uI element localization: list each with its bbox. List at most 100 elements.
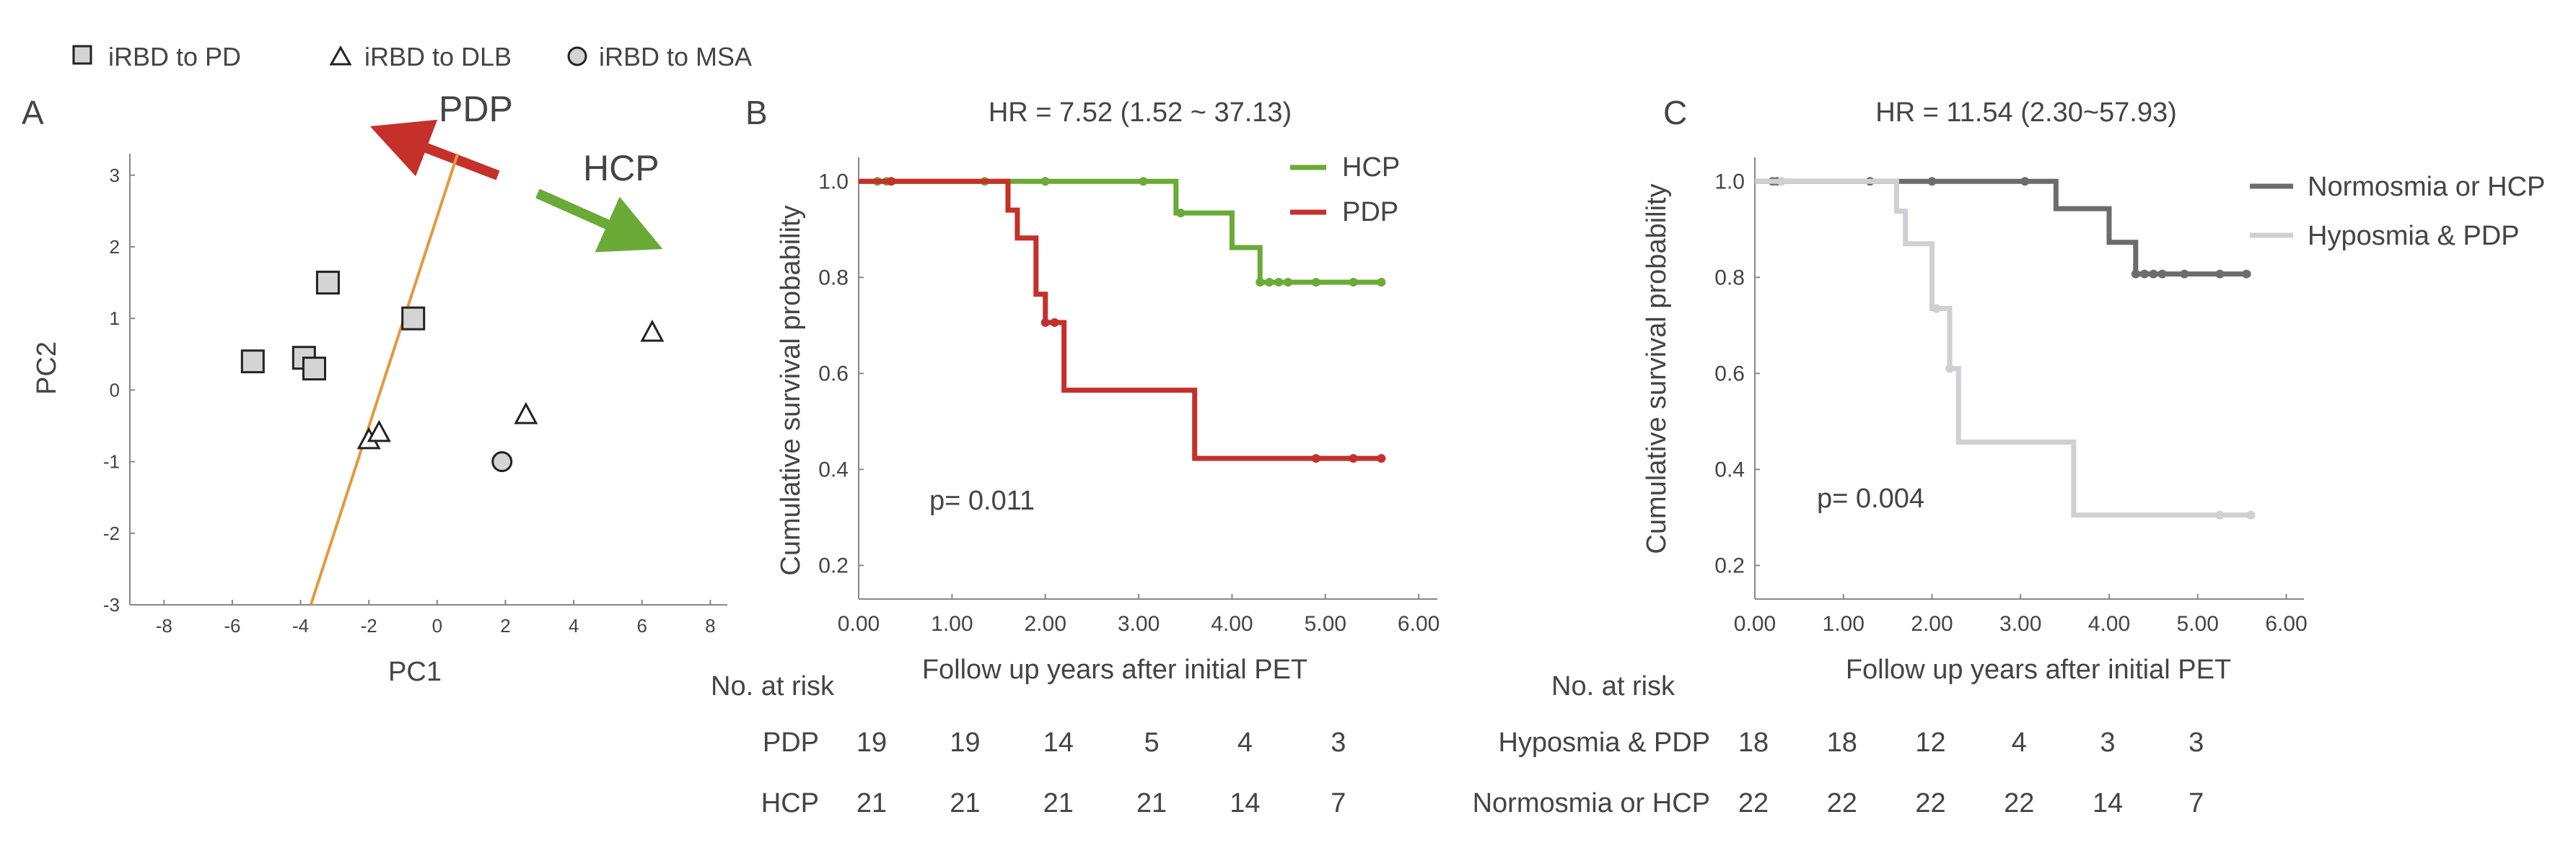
y-tick-label: 2 (110, 236, 120, 258)
dlb-triangle-point (367, 419, 391, 442)
panel-a-arrows: PDP HCP (369, 89, 663, 253)
censor-mark (1777, 177, 1786, 186)
panel-a-ylabel: PC2 (32, 341, 62, 395)
risk-count: 4 (2012, 728, 2027, 758)
pd-square-point (315, 271, 340, 295)
panel-c-pvalue: p= 0.004 (1817, 484, 1924, 514)
pd-square-point (401, 306, 426, 331)
y-tick-label: 0.4 (818, 458, 849, 481)
km-plot-b: 0.00 1.00 2.00 3.00 4.00 5.00 6.00 1.0 0.8 0.6 0.4… (818, 157, 1440, 636)
legend-label-dlb: iRBD to DLB (364, 42, 512, 71)
panel-c-title: HR = 11.54 (2.30~57.93) (1875, 97, 2177, 128)
panel-c-ylabel: Cumulative survival probability (1642, 183, 1672, 554)
legend-hyposmia-label: Hyposmia & PDP (2308, 221, 2520, 251)
x-tick-label: -2 (361, 615, 377, 637)
risk-count: 3 (1331, 728, 1346, 758)
x-tick-label: -4 (292, 615, 309, 637)
y-tick-label: 0.8 (1714, 266, 1745, 289)
x-tick-label: -6 (224, 615, 240, 637)
x-tick-label: 1.00 (931, 612, 973, 636)
panel-a-label: A (22, 94, 44, 131)
censor-mark (2215, 269, 2225, 279)
risk-count: 18 (1827, 728, 1857, 758)
y-tick-label: -1 (103, 451, 120, 473)
risk-count: 21 (950, 788, 980, 818)
legend-circle-marker (567, 46, 587, 66)
x-tick-label: 3.00 (1999, 612, 2041, 636)
y-tick-label: -3 (103, 594, 120, 616)
panel-b-risk-title: No. at risk (711, 671, 835, 702)
survival-curve-hcp (859, 178, 1382, 285)
risk-row-label: Normosmia or HCP (1473, 788, 1710, 818)
x-tick-label: 8 (705, 615, 715, 637)
censor-mark (1377, 277, 1386, 287)
censor-mark (1274, 277, 1284, 287)
panel-c-legend: Normosmia or HCP Hyposmia & PDP (2250, 172, 2545, 251)
risk-count: 7 (1331, 788, 1346, 818)
censor-mark (1139, 177, 1148, 186)
y-tick-label: -2 (103, 523, 120, 544)
censor-mark (1377, 454, 1386, 463)
risk-row-label: HCP (761, 788, 819, 818)
hcp-arrow-label: HCP (583, 148, 660, 188)
msa-circle-point (491, 451, 513, 473)
decision-boundary-line (309, 153, 460, 606)
legend-triangle-marker (329, 45, 352, 66)
survival-curve-normosmia-or-hcp (1755, 178, 2251, 277)
risk-count: 22 (1915, 788, 1945, 818)
censor-mark (1349, 277, 1358, 287)
risk-count: 21 (857, 788, 887, 818)
censor-mark (1932, 304, 1941, 313)
x-tick-label: 2.00 (1025, 612, 1066, 636)
panel-c-risk-title: No. at risk (1551, 671, 1675, 702)
panel-b-pvalue: p= 0.011 (929, 486, 1035, 516)
legend-pdp-label: PDP (1342, 197, 1398, 227)
risk-count: 7 (2189, 788, 2204, 818)
risk-count: 12 (1915, 728, 1945, 758)
y-tick-label: 0.6 (818, 362, 849, 385)
legend-label-msa: iRBD to MSA (599, 42, 752, 71)
legend-hcp-label: HCP (1342, 152, 1400, 183)
x-tick-label: 6.00 (1398, 612, 1440, 636)
x-tick-label: 6 (636, 615, 647, 637)
panel-c-label: C (1663, 94, 1687, 131)
top-legend: iRBD to PD iRBD to DLB iRBD to MSA (72, 42, 752, 71)
panel-b-xlabel: Follow up years after initial PET (922, 655, 1307, 685)
x-tick-label: 6.00 (2265, 612, 2307, 636)
panel-b-title: HR = 7.52 (1.52 ~ 37.13) (989, 97, 1292, 128)
survival-curve-hyposmia-pdp (1755, 178, 2251, 518)
censor-mark (2157, 269, 2167, 279)
risk-count: 19 (857, 728, 887, 758)
panel-c-risk-table: Hyposmia & PDP 18 18 12 4 3 3 Normosmia or HCP 2… (1473, 728, 2204, 818)
censor-mark (2149, 269, 2158, 279)
censor-mark (1041, 318, 1050, 327)
x-tick-label: 0.00 (838, 612, 880, 636)
x-tick-label: 0 (432, 615, 442, 637)
risk-count: 14 (1230, 788, 1260, 818)
panel-b-risk-table: PDP 19 19 14 5 4 3 HCP 21 21 21 21 14 7 (761, 728, 1346, 818)
risk-count: 5 (1144, 728, 1159, 758)
pdp-arrow-label: PDP (439, 89, 513, 129)
x-tick-label: 4.00 (1211, 612, 1253, 636)
censor-mark (1050, 318, 1059, 327)
risk-row-label: PDP (763, 728, 819, 758)
x-tick-label: 2.00 (1911, 612, 1953, 636)
y-tick-label: 0.4 (1714, 458, 1745, 481)
risk-count: 22 (2004, 788, 2034, 818)
legend-label-pd: iRBD to PD (108, 42, 241, 71)
y-tick-label: 0.2 (1714, 554, 1745, 577)
censor-mark (2242, 269, 2251, 279)
dlb-triangle-point (640, 319, 665, 342)
panel-b-ylabel: Cumulative survival probability (776, 205, 806, 575)
x-tick-label: -8 (156, 615, 172, 637)
panel-b: B HR = 7.52 (1.52 ~ 37.13) 0.00 1.00 2.00 3… (711, 94, 1440, 818)
pd-square-point (302, 357, 326, 381)
censor-mark (1265, 277, 1274, 287)
censor-mark (2140, 269, 2150, 279)
x-tick-label: 2 (500, 615, 510, 637)
y-tick-label: 0.8 (818, 266, 849, 289)
x-tick-label: 1.00 (1823, 612, 1865, 636)
censor-mark (2180, 269, 2189, 279)
x-tick-label: 4.00 (2088, 612, 2130, 636)
